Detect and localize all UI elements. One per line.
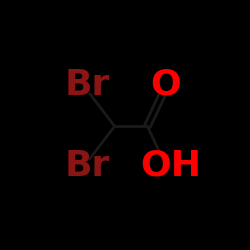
Text: O: O [150, 68, 181, 102]
Text: Br: Br [64, 149, 110, 183]
Text: OH: OH [140, 149, 201, 183]
Text: Br: Br [64, 68, 110, 102]
